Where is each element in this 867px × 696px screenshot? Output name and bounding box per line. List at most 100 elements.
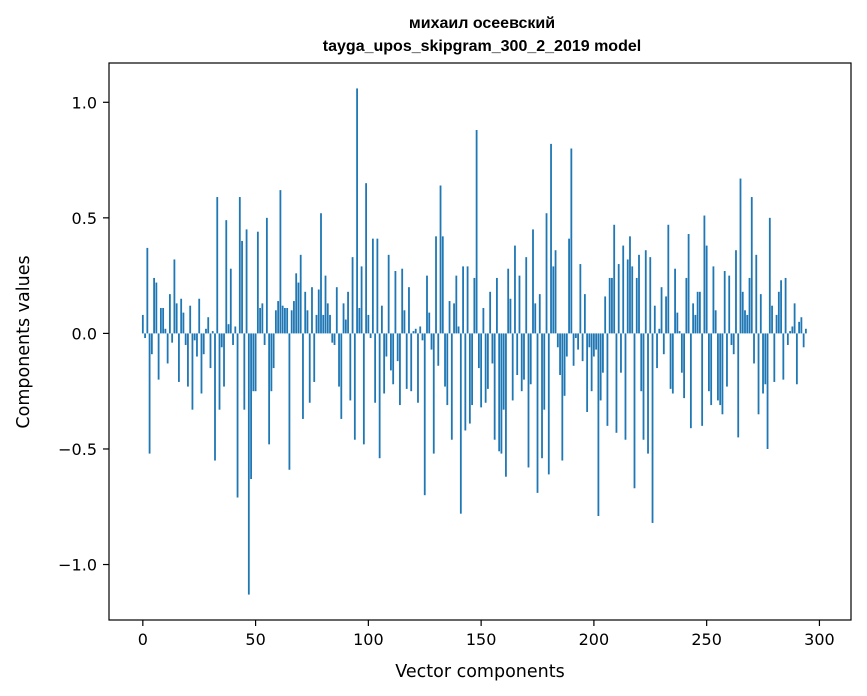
- bar-194: [579, 264, 582, 334]
- bar-26: [200, 333, 203, 394]
- bar-277: [766, 333, 769, 449]
- bar-75: [311, 287, 313, 334]
- bar-212: [620, 333, 622, 373]
- bar-99: [365, 183, 367, 334]
- bar-123: [419, 326, 422, 334]
- bar-156: [493, 333, 496, 440]
- bar-115: [401, 268, 404, 334]
- bar-98: [362, 333, 365, 445]
- bar-174: [534, 303, 537, 334]
- bar-134: [444, 333, 446, 387]
- bar-293: [802, 333, 805, 348]
- bar-44: [241, 240, 243, 334]
- bar-238: [678, 331, 681, 334]
- bar-24: [196, 333, 198, 357]
- bar-118: [408, 287, 410, 334]
- bar-256: [719, 333, 722, 406]
- bar-255: [717, 333, 719, 401]
- bar-273: [757, 333, 760, 415]
- bar-42: [236, 333, 239, 498]
- bar-17: [180, 298, 183, 334]
- bar-70: [299, 254, 302, 334]
- bar-219: [635, 277, 638, 334]
- bar-257: [721, 333, 724, 415]
- x-axis-label: Vector components: [395, 662, 564, 682]
- bar-191: [572, 333, 575, 366]
- bar-280: [773, 333, 776, 382]
- bar-272: [755, 254, 758, 334]
- bar-206: [606, 333, 609, 426]
- bar-227: [653, 305, 656, 334]
- bar-282: [777, 291, 780, 334]
- x-tick-label: 150: [466, 630, 497, 649]
- bar-187: [563, 333, 566, 396]
- bar-204: [602, 333, 604, 373]
- bar-10: [164, 328, 167, 334]
- y-tick-label: 1.0: [72, 93, 97, 112]
- bar-49: [252, 333, 255, 392]
- bar-210: [615, 333, 618, 433]
- bar-108: [385, 333, 388, 357]
- bar-101: [369, 333, 372, 339]
- bar-263: [735, 250, 737, 334]
- bar-22: [191, 333, 194, 410]
- bar-117: [405, 333, 408, 389]
- bar-213: [622, 245, 625, 334]
- bar-65: [288, 333, 291, 470]
- bar-40: [232, 333, 234, 345]
- bar-37: [225, 220, 228, 334]
- bar-168: [520, 333, 523, 392]
- chart-title-line2: tayga_upos_skipgram_300_2_2019 model: [323, 38, 641, 55]
- bar-243: [689, 333, 692, 429]
- bar-53: [261, 303, 264, 334]
- bar-46: [245, 229, 248, 334]
- bar-51: [256, 231, 259, 334]
- bar-2: [146, 247, 149, 334]
- bar-234: [669, 333, 672, 389]
- bar-1: [144, 333, 146, 339]
- bar-169: [523, 333, 525, 380]
- bar-274: [759, 294, 762, 334]
- y-tick-label: −0.5: [58, 440, 97, 459]
- bar-35: [220, 333, 223, 348]
- bar-207: [608, 277, 611, 334]
- bar-31: [211, 331, 214, 334]
- bar-190: [570, 148, 573, 334]
- bar-233: [667, 224, 670, 334]
- bar-249: [703, 215, 706, 334]
- bar-284: [782, 333, 785, 380]
- bar-259: [726, 333, 728, 387]
- bar-269: [748, 277, 751, 334]
- bar-29: [207, 317, 210, 334]
- bar-192: [574, 333, 577, 339]
- bar-112: [394, 271, 397, 334]
- bar-141: [459, 333, 462, 514]
- x-tick-label: 250: [691, 630, 722, 649]
- bar-235: [671, 333, 674, 394]
- x-tick-label: 50: [245, 630, 265, 649]
- bar-205: [604, 296, 607, 334]
- bar-225: [649, 257, 652, 334]
- bar-21: [189, 305, 192, 334]
- bar-27: [202, 333, 205, 355]
- bar-3: [148, 333, 151, 454]
- x-axis-ticks: 0 50 100 150 200 250 300: [138, 620, 835, 649]
- bar-147: [473, 277, 476, 334]
- bar-38: [227, 324, 230, 334]
- bar-13: [171, 333, 174, 343]
- bar-201: [595, 333, 598, 350]
- bar-80: [322, 314, 325, 334]
- bar-62: [281, 305, 284, 334]
- bar-63: [284, 307, 286, 334]
- bar-270: [750, 197, 753, 334]
- bar-253: [712, 266, 715, 334]
- bar-59: [274, 310, 277, 334]
- bar-93: [351, 257, 354, 334]
- bar-128: [430, 333, 433, 350]
- bar-209: [613, 224, 616, 334]
- bar-211: [617, 264, 620, 334]
- bar-139: [455, 275, 458, 334]
- y-tick-label: −1.0: [58, 556, 97, 575]
- bar-110: [390, 333, 392, 371]
- bar-258: [723, 271, 726, 334]
